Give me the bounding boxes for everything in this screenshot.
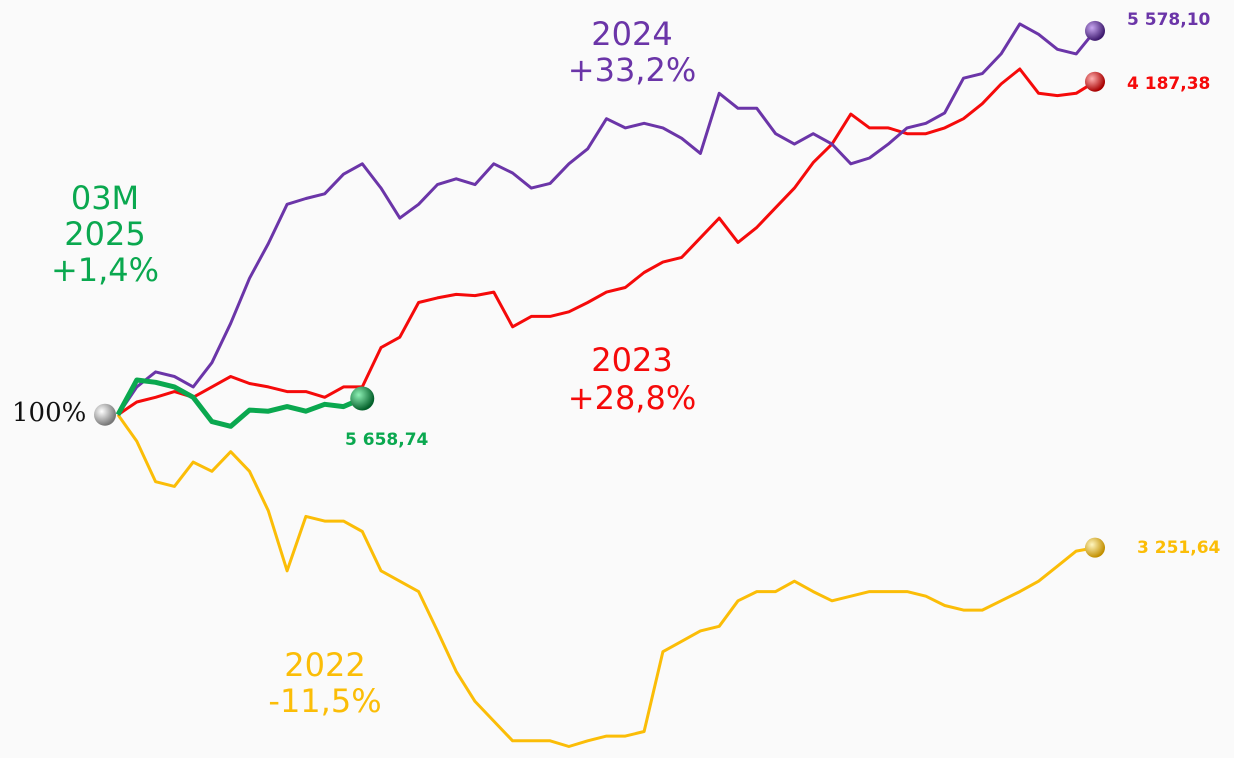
series-period: 03M: [71, 179, 139, 217]
series-change: -11,5%: [268, 682, 381, 720]
end-dot: [1085, 537, 1105, 558]
series-name: 2023: [591, 341, 672, 379]
series-change: +1,4%: [51, 251, 159, 289]
end-dot: [350, 386, 375, 411]
end-label: 5 658,74: [345, 430, 429, 450]
end-label: 5 578,10: [1127, 10, 1211, 30]
series-change: +33,2%: [568, 51, 696, 89]
series-line: [116, 22, 1097, 416]
end-dot: [1085, 71, 1105, 92]
series-name: 2022: [284, 646, 365, 684]
series-name: 2025: [64, 215, 145, 253]
start-dot: [94, 403, 116, 426]
series-name: 2024: [591, 15, 672, 53]
series-line: [115, 377, 364, 429]
series-change: +28,8%: [568, 379, 696, 417]
start-label: 100%: [12, 398, 86, 428]
end-label: 3 251,64: [1137, 538, 1221, 558]
end-dot: [1085, 20, 1105, 41]
end-label: 4 187,38: [1127, 74, 1210, 94]
series-line: [117, 67, 1096, 416]
series-line: [116, 413, 1096, 748]
